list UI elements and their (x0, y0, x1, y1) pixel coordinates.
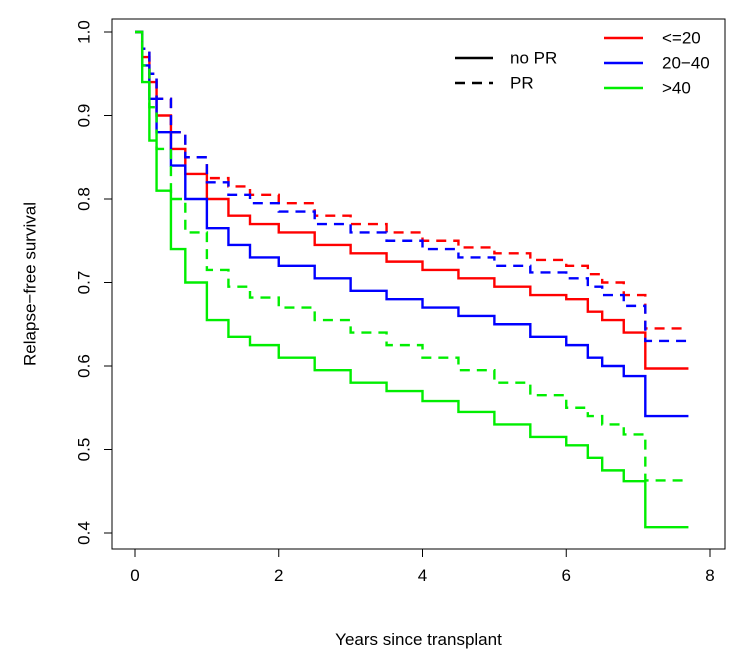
legend-linetype-label: PR (510, 74, 534, 93)
y-tick-label: 0.6 (75, 354, 94, 378)
legend-color-label: <=20 (662, 29, 701, 48)
legend-linetype-label: no PR (510, 49, 557, 68)
curve-no-pr-20 (135, 30, 689, 370)
x-tick-label: 2 (274, 566, 283, 585)
x-tick-label: 4 (418, 566, 427, 585)
curve-no-pr-40 (135, 30, 689, 529)
legend-color-label: 20−40 (662, 54, 710, 73)
x-axis-label: Years since transplant (335, 630, 502, 649)
y-tick-label: 0.7 (75, 271, 94, 295)
survival-curves (135, 30, 689, 529)
x-tick-label: 6 (562, 566, 571, 585)
y-tick-label: 0.5 (75, 438, 94, 462)
y-tick-label: 0.4 (75, 521, 94, 545)
y-tick-label: 0.8 (75, 187, 94, 211)
curve-pr-20 (135, 30, 689, 330)
legends: no PR PR <=20 20−40 >40 (455, 29, 710, 98)
curve-pr-40 (135, 30, 689, 482)
y-axis-label: Relapse−free survival (21, 202, 40, 366)
axes: 0 2 4 6 8 0.4 0.5 0.6 0.7 0.8 0.9 1.0 (75, 18, 726, 585)
x-tick-label: 8 (705, 566, 714, 585)
curve-no-pr-20-40 (135, 30, 689, 418)
legend-color-label: >40 (662, 79, 691, 98)
plot-frame (111, 18, 726, 550)
x-tick-label: 0 (130, 566, 139, 585)
y-tick-label: 0.9 (75, 104, 94, 128)
curve-pr-20-40 (135, 30, 689, 343)
y-tick-label: 1.0 (75, 20, 94, 44)
